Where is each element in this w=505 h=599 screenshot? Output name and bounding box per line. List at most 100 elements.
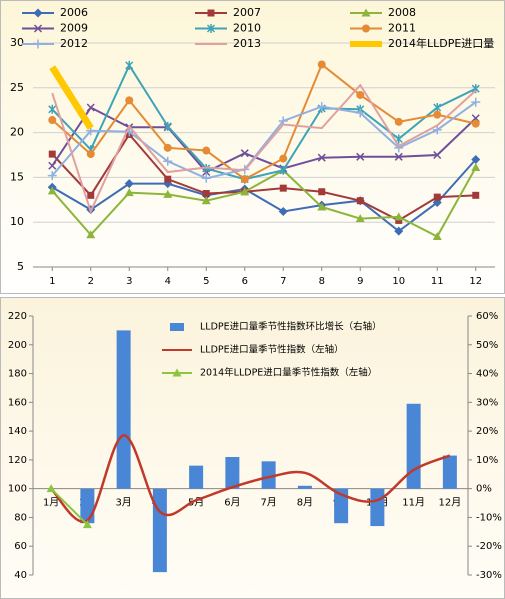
marker (471, 163, 481, 172)
y-tick-label: 40 (14, 570, 27, 581)
series-line (51, 83, 477, 215)
marker (279, 165, 288, 175)
marker (278, 206, 288, 216)
x-tick-label: 10 (392, 276, 405, 287)
x-tick-label: 1 (49, 276, 55, 287)
marker (48, 116, 57, 125)
series-line (51, 63, 477, 181)
y-tick-label: 15 (10, 170, 24, 183)
marker (279, 154, 288, 163)
bar (297, 485, 312, 489)
marker (240, 175, 249, 184)
marker (124, 179, 134, 189)
x-tick-label: 5 (203, 276, 209, 287)
legend-label: 2008 (388, 6, 416, 19)
x-tick-label: 2 (88, 276, 94, 287)
x-tick-label: 11 (431, 276, 444, 287)
bar (189, 465, 204, 489)
marker (202, 190, 210, 198)
marker (394, 152, 403, 161)
y2-tick-label: -10% (476, 512, 502, 523)
x-tick-label: 3 (126, 276, 132, 287)
marker (48, 150, 56, 158)
marker (86, 230, 96, 239)
marker (33, 39, 43, 49)
marker (47, 186, 57, 195)
legend-label: 2007 (233, 6, 261, 19)
marker (433, 110, 442, 119)
y-tick-label: 140 (8, 426, 27, 437)
y-tick-label: 160 (8, 397, 27, 408)
marker (394, 117, 403, 126)
marker (471, 154, 481, 164)
y-tick-label: 25 (10, 81, 24, 94)
legend-label: LLDPE进口量季节性指数环比增长（右轴） (200, 321, 382, 333)
marker (432, 125, 442, 135)
y-tick-label: 30 (10, 36, 24, 49)
legend-label: 2012 (60, 37, 88, 50)
y-tick-label: 10 (10, 215, 24, 228)
legend-label: 2014年LLDPE进口量 (388, 36, 494, 50)
y-tick-label: 5 (17, 260, 24, 273)
bar (406, 403, 421, 489)
marker (86, 150, 95, 159)
x-tick-label: 7 (280, 276, 286, 287)
marker (86, 103, 95, 112)
marker (356, 90, 365, 99)
y2-tick-label: -30% (476, 570, 502, 581)
marker (356, 197, 364, 205)
bar (225, 457, 240, 489)
x-tick-label: 4 (165, 276, 171, 287)
x-tick-label: 6 (242, 276, 248, 287)
marker (206, 24, 216, 33)
y-tick-label: 120 (8, 455, 27, 466)
y2-tick-label: 40% (476, 369, 498, 380)
marker (356, 152, 365, 161)
y-tick-label: 180 (8, 369, 27, 380)
series-line (49, 65, 94, 130)
bar (370, 488, 385, 527)
bar (261, 461, 276, 489)
marker (201, 173, 211, 183)
y2-tick-label: 20% (476, 426, 498, 437)
legend-label: 2009 (60, 22, 88, 35)
marker (46, 484, 56, 493)
marker (163, 143, 172, 152)
bar (152, 488, 167, 573)
y2-tick-label: 60% (476, 311, 498, 322)
series-line (50, 434, 451, 523)
legend-swatch (170, 323, 184, 331)
x-tick-label: 11月 (402, 497, 425, 509)
marker (394, 226, 404, 236)
y2-tick-label: 50% (476, 340, 498, 351)
marker (279, 184, 287, 192)
bar (116, 330, 131, 489)
marker (471, 119, 480, 128)
marker (48, 161, 57, 170)
marker (33, 24, 43, 33)
marker (433, 103, 442, 113)
marker (433, 150, 442, 160)
bar (442, 455, 457, 489)
y-tick-label: 200 (8, 340, 27, 351)
legend-label: LLDPE进口量季节性指数（左轴） (200, 344, 344, 356)
series-line (51, 167, 477, 238)
marker (355, 108, 365, 118)
y-tick-label: 100 (8, 484, 27, 495)
marker (202, 146, 211, 155)
y-tick-label: 20 (10, 126, 24, 139)
legend-label: 2013 (233, 37, 261, 50)
marker (317, 153, 326, 162)
marker (201, 196, 211, 205)
marker (207, 9, 215, 17)
marker (33, 8, 43, 18)
y2-tick-label: 0% (476, 484, 492, 495)
marker (472, 191, 480, 199)
marker (317, 60, 326, 69)
series-line (51, 158, 477, 233)
legend-label: 2011 (388, 22, 416, 35)
marker (125, 60, 134, 70)
x-tick-label: 6月 (224, 497, 240, 509)
marker (361, 8, 371, 17)
